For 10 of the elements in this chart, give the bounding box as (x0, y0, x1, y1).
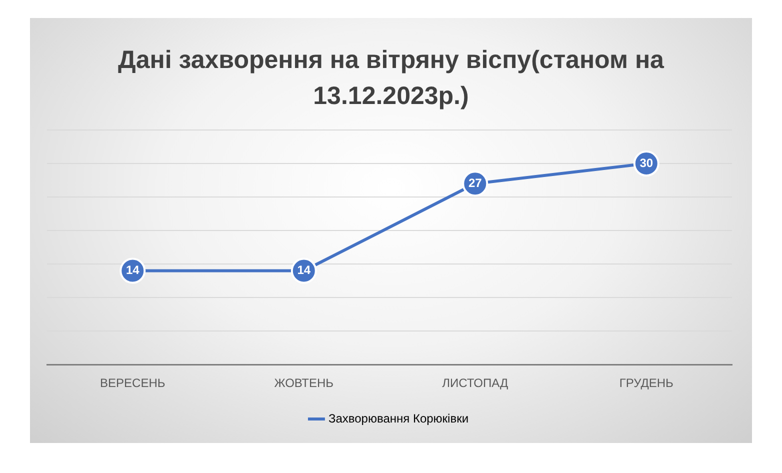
legend-label: Захворювання Корюківки (328, 411, 469, 426)
chart-title: Дані захворення на вітряну віспу(станом на 13.12.2023р.) (117, 45, 665, 112)
x-tick-label: ВЕРЕСЕНЬ (100, 376, 166, 390)
data-label: 14 (126, 263, 140, 278)
data-label: 30 (640, 156, 654, 170)
x-tick-label: ЖОВТЕНЬ (274, 376, 334, 390)
data-label: 14 (297, 263, 311, 278)
x-tick-label: ГРУДЕНЬ (619, 376, 674, 390)
x-tick-label: ЛИСТОПАД (442, 376, 508, 390)
data-label: 27 (468, 176, 482, 190)
